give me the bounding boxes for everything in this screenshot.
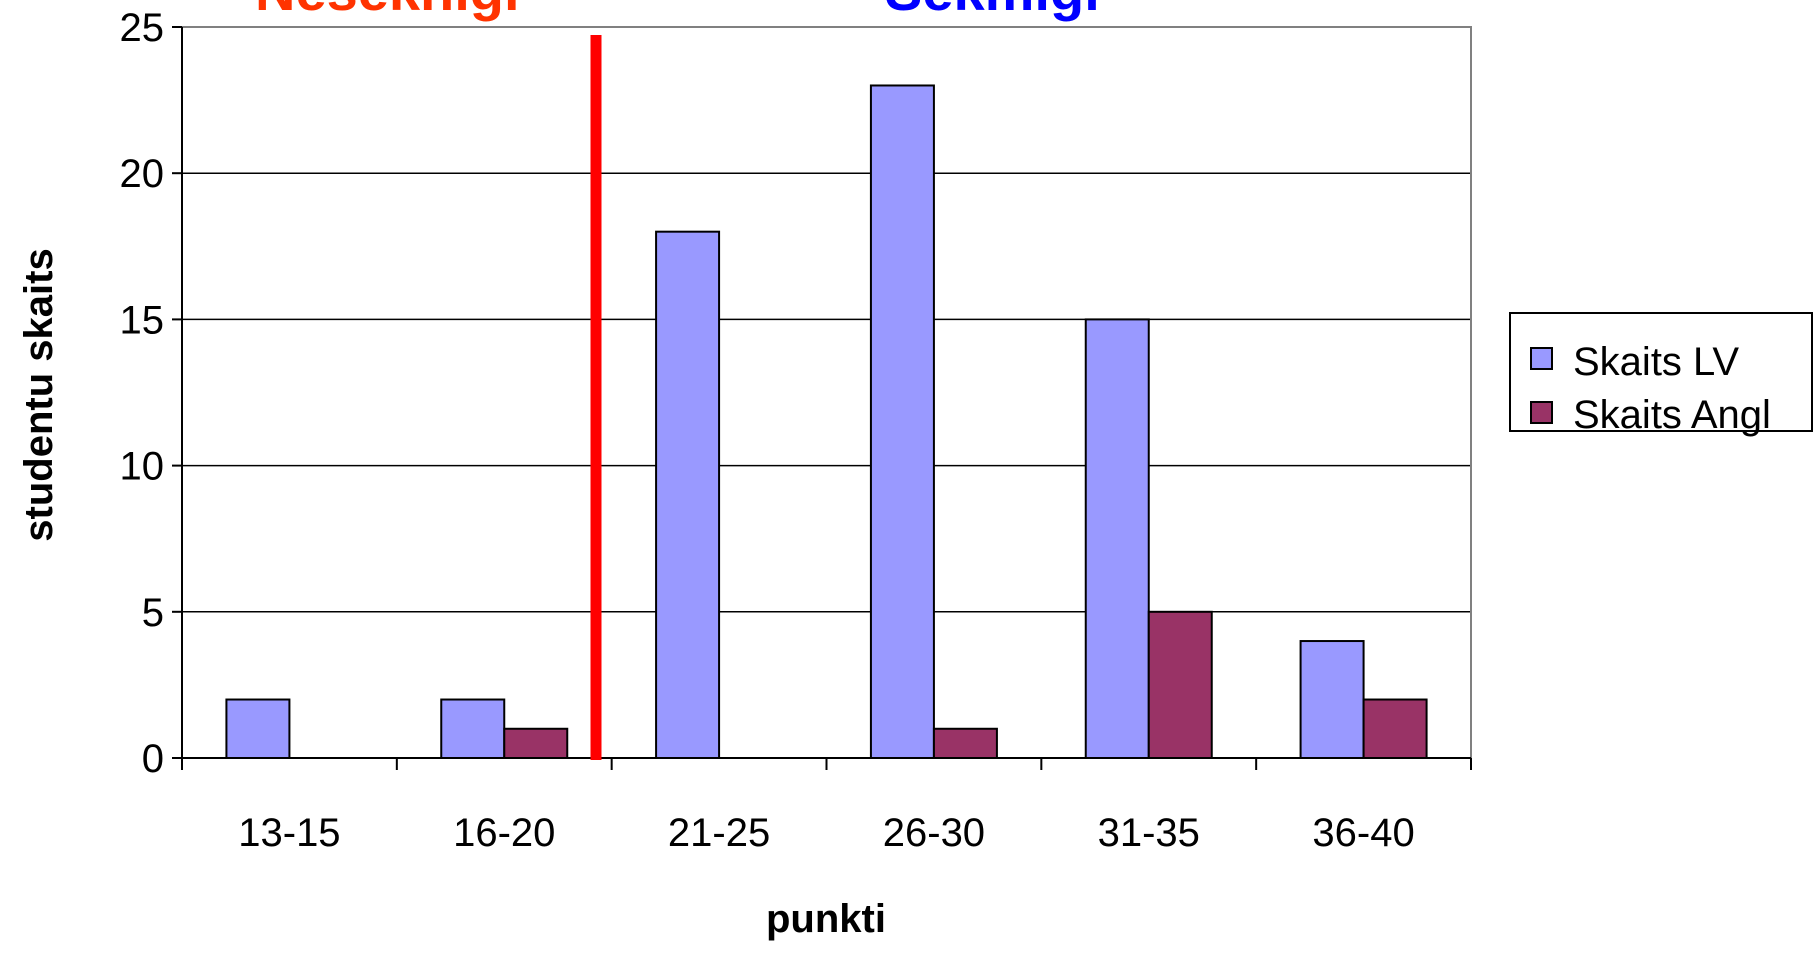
y-tick-label: 25 [120, 6, 165, 50]
plot-area [181, 26, 1472, 759]
axes [172, 26, 1472, 770]
grid-lines [182, 172, 1471, 613]
bar-angl [503, 727, 569, 760]
legend-swatch-lv [1530, 347, 1553, 370]
bar-angl [1147, 610, 1213, 759]
x-tick-label: 26-30 [883, 811, 985, 855]
bar-lv [655, 230, 721, 759]
legend-box [1509, 312, 1813, 432]
x-axis-title: punkti [766, 897, 886, 941]
top-label-fail: Neseknīgi [255, 0, 520, 22]
bar-lv [225, 698, 291, 760]
bar-lv [440, 698, 506, 760]
top-label-pass: Sekmīgi [885, 0, 1100, 22]
y-tick-label: 5 [142, 591, 164, 635]
bar-lv [1084, 318, 1150, 759]
x-tick-label: 36-40 [1312, 811, 1414, 855]
y-axis-title: studentu skaits [17, 248, 61, 541]
y-tick-label: 20 [120, 152, 165, 196]
x-tick-label: 31-35 [1098, 811, 1200, 855]
bars [225, 84, 1428, 760]
y-tick-label: 10 [120, 445, 165, 489]
bar-angl [1362, 698, 1428, 760]
legend-swatch-angl [1530, 401, 1553, 424]
y-tick-label: 15 [120, 298, 165, 342]
x-tick-label: 13-15 [238, 811, 340, 855]
x-tick-label: 16-20 [453, 811, 555, 855]
legend-label-lv: Skaits LV [1573, 340, 1739, 384]
legend: Skaits LV Skaits Angl [1509, 312, 1813, 437]
bar-angl [932, 727, 998, 760]
y-tick-labels: 0 5 10 15 20 25 [120, 6, 165, 781]
bar-lv [869, 84, 935, 760]
top-labels: Neseknīgi Sekmīgi [255, 0, 1100, 22]
bar-lv [1299, 640, 1365, 759]
legend-label-angl: Skaits Angl [1573, 393, 1771, 437]
x-tick-label: 21-25 [668, 811, 770, 855]
x-tick-labels: 13-15 16-20 21-25 26-30 31-35 36-40 [238, 811, 1414, 855]
y-tick-label: 0 [142, 737, 164, 781]
